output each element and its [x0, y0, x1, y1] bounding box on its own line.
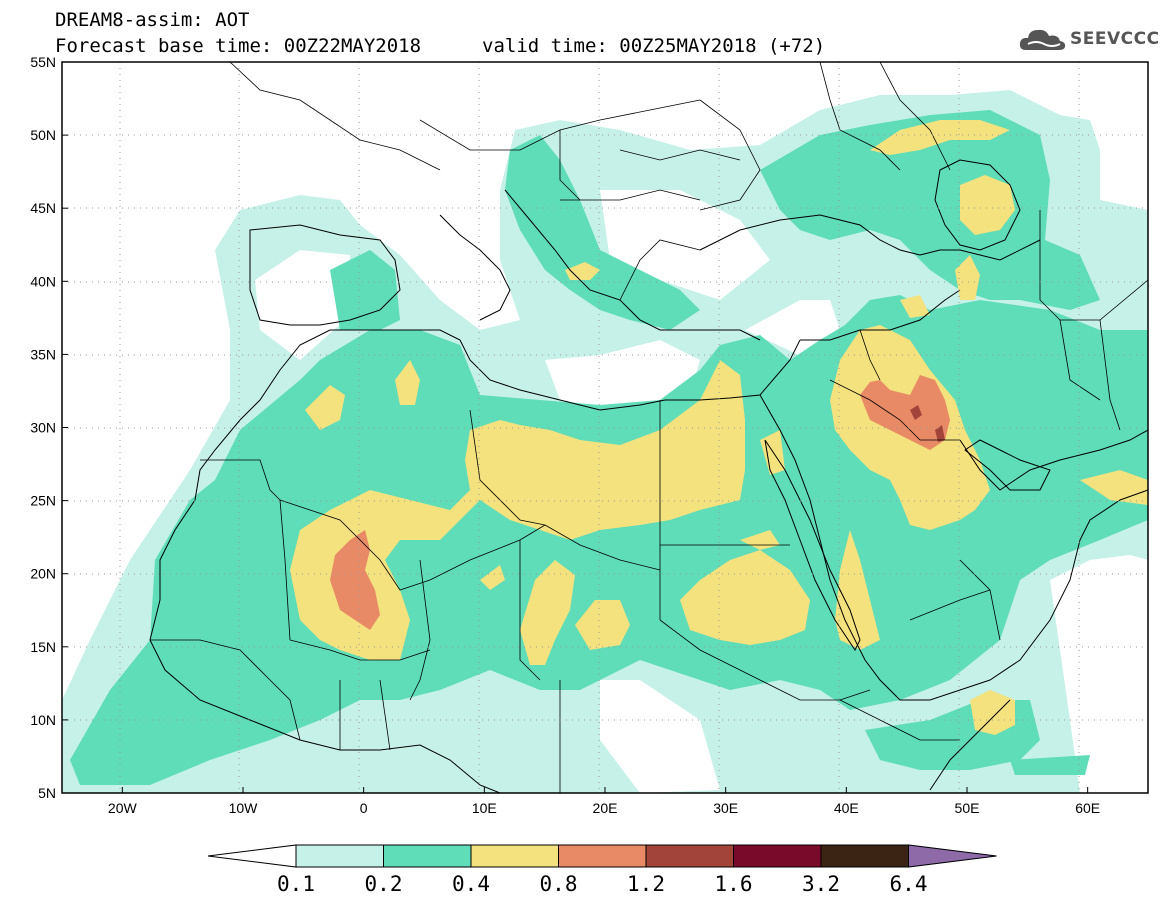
product-title: DREAM8-assim: AOT: [55, 9, 250, 31]
lon-tick-label: 10W: [229, 800, 259, 816]
valid-time: valid time: 00Z25MAY2018 (+72): [482, 35, 826, 57]
lon-tick-label: 10E: [472, 800, 497, 816]
colorbar-swatch: [733, 844, 822, 868]
lon-tick-label: 40E: [834, 800, 859, 816]
lon-tick-label: 50E: [955, 800, 980, 816]
colorbar-label: 0.2: [365, 872, 403, 896]
lon-tick-label: 60E: [1075, 800, 1100, 816]
gridlines: [62, 62, 1148, 793]
lon-tick-label: 20W: [108, 800, 138, 816]
clean-air-areas: [255, 62, 1148, 793]
lat-tick-label: 30N: [30, 420, 56, 436]
aot-field: [62, 62, 1148, 793]
colorbar-swatch: [383, 844, 472, 868]
lat-tick-label: 40N: [30, 273, 56, 289]
political-borders: [150, 62, 1148, 793]
lat-tick-label: 35N: [30, 346, 56, 362]
lat-tick-label: 10N: [30, 712, 56, 728]
logo-text: SEEVCCC: [1070, 29, 1160, 49]
lat-tick-label: 45N: [30, 200, 56, 216]
colorbar-high-arrow: [908, 844, 997, 868]
colorbar-label: 0.8: [540, 872, 578, 896]
lat-tick-label: 5N: [38, 785, 56, 801]
colorbar-label: 6.4: [890, 872, 928, 896]
lat-tick-label: 50N: [30, 127, 56, 143]
aot-level-1.2: [910, 405, 945, 442]
colorbar: 0.1 0.2 0.4 0.8 1.2 1.6 3.2 6.4: [207, 844, 997, 896]
colorbar-swatch: [820, 844, 909, 868]
lon-tick-label: 0: [360, 800, 368, 816]
lon-tick-label: 30E: [713, 800, 738, 816]
colorbar-swatch: [558, 844, 647, 868]
longitude-labels: 20W 10W 0 10E 20E 30E 40E 50E 60E: [108, 787, 1100, 816]
latitude-labels: 55N 50N 45N 40N 35N 30N 25N 20N 15N 10N 5N: [30, 54, 68, 801]
colorbar-label: 3.2: [802, 872, 840, 896]
colorbar-label: 1.2: [627, 872, 665, 896]
lat-tick-label: 55N: [30, 54, 56, 70]
colorbar-swatch: [645, 844, 734, 868]
coastlines: [149, 159, 1148, 793]
cloud-icon: [1019, 29, 1066, 50]
base-time: Forecast base time: 00Z22MAY2018: [55, 35, 422, 57]
lat-tick-label: 25N: [30, 493, 56, 509]
colorbar-label: 0.4: [452, 872, 490, 896]
aot-level-0.8: [330, 375, 950, 630]
inland-seas: [764, 439, 1051, 651]
lat-tick-label: 15N: [30, 639, 56, 655]
seevccc-logo: SEEVCCC: [1018, 26, 1160, 54]
colorbar-low-arrow: [207, 844, 297, 868]
colorbar-swatch: [470, 844, 559, 868]
lat-tick-label: 20N: [30, 566, 56, 582]
lon-tick-label: 20E: [593, 800, 618, 816]
colorbar-label: 0.1: [277, 872, 315, 896]
colorbar-swatch: [295, 844, 384, 868]
colorbar-label: 1.6: [715, 872, 753, 896]
